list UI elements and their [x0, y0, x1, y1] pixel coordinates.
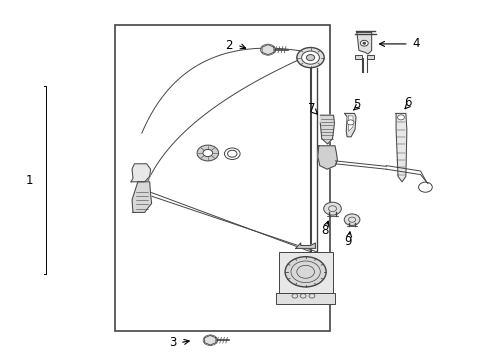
Circle shape — [360, 40, 367, 46]
Circle shape — [323, 202, 341, 215]
Polygon shape — [295, 243, 315, 248]
Circle shape — [306, 55, 314, 60]
Bar — [115, 25, 329, 331]
Text: 5: 5 — [352, 98, 360, 111]
Polygon shape — [356, 32, 371, 54]
Polygon shape — [262, 45, 273, 55]
Circle shape — [285, 257, 325, 287]
Text: 9: 9 — [344, 235, 351, 248]
Polygon shape — [320, 115, 334, 144]
Circle shape — [203, 149, 212, 157]
Polygon shape — [395, 113, 406, 182]
Text: 4: 4 — [411, 37, 419, 50]
Circle shape — [197, 145, 218, 161]
Text: 1: 1 — [25, 174, 33, 186]
Circle shape — [397, 115, 404, 120]
Text: 7: 7 — [307, 102, 315, 114]
Circle shape — [224, 148, 240, 159]
Text: 6: 6 — [404, 96, 411, 109]
Circle shape — [346, 120, 353, 125]
Polygon shape — [131, 164, 150, 182]
Polygon shape — [317, 146, 337, 169]
Bar — [354, 55, 361, 59]
Polygon shape — [347, 116, 352, 131]
Bar — [366, 55, 373, 59]
Circle shape — [344, 214, 359, 225]
Bar — [278, 252, 332, 295]
Text: 3: 3 — [168, 336, 176, 349]
Circle shape — [362, 42, 365, 44]
Polygon shape — [132, 182, 151, 212]
Circle shape — [296, 48, 324, 68]
Polygon shape — [344, 113, 355, 137]
Text: 8: 8 — [321, 224, 328, 237]
Bar — [276, 293, 334, 304]
Circle shape — [301, 51, 319, 64]
Text: 2: 2 — [224, 39, 232, 51]
Polygon shape — [204, 336, 216, 345]
